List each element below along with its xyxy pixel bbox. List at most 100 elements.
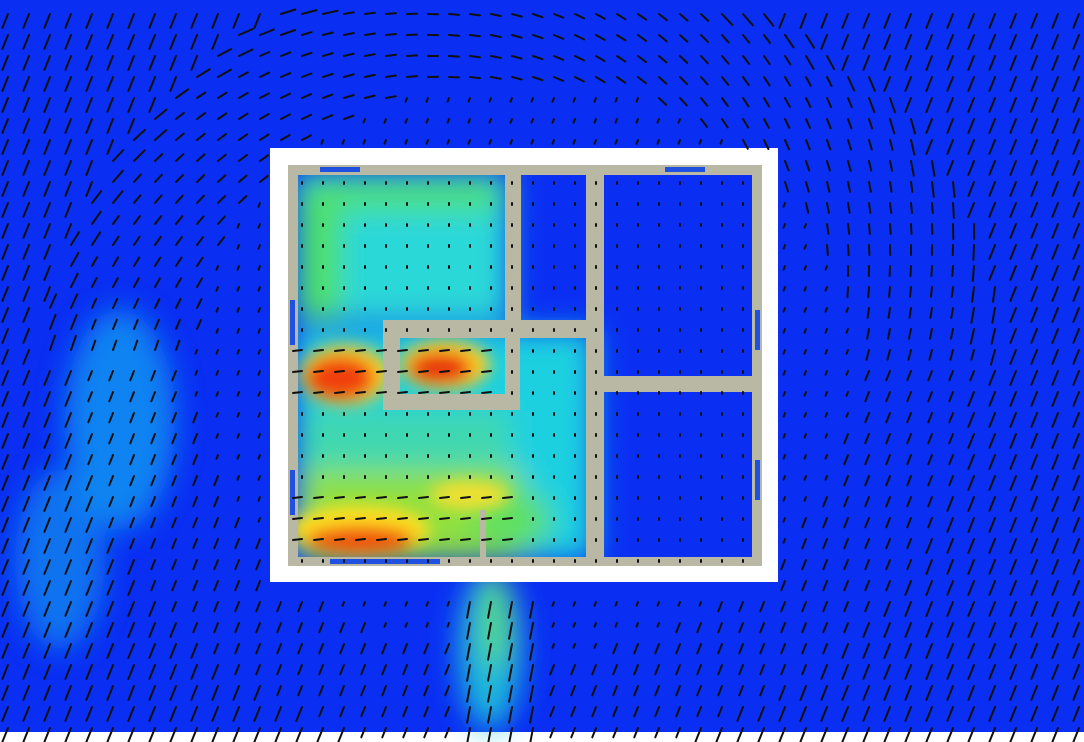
vector	[343, 52, 355, 57]
vector	[1, 265, 9, 281]
vector	[127, 601, 135, 617]
vector	[175, 318, 181, 330]
vector	[593, 97, 597, 103]
vector	[1051, 34, 1059, 50]
vector	[280, 92, 291, 99]
vector	[967, 496, 975, 512]
vector	[85, 13, 93, 29]
vector	[259, 113, 270, 120]
vector	[988, 244, 996, 260]
vector	[782, 496, 786, 502]
vector	[952, 181, 956, 198]
vector	[782, 370, 786, 376]
vector	[211, 664, 219, 680]
vector	[446, 97, 450, 103]
vector	[127, 55, 135, 71]
vector	[192, 496, 198, 508]
vector	[22, 13, 30, 29]
vector	[64, 580, 72, 596]
vector	[192, 433, 198, 445]
vector	[402, 685, 408, 697]
vector	[782, 433, 786, 439]
vector	[70, 314, 78, 330]
vector	[175, 88, 190, 99]
vector	[466, 643, 471, 661]
vector	[64, 454, 72, 470]
vector	[551, 643, 555, 649]
vector	[381, 664, 387, 676]
vector	[886, 349, 891, 361]
vector	[43, 433, 51, 449]
vector	[967, 412, 975, 428]
vector	[22, 349, 30, 365]
vector	[946, 685, 954, 701]
vector	[234, 517, 240, 529]
vector	[721, 13, 734, 26]
vector	[841, 727, 849, 742]
vector	[967, 727, 975, 742]
vector	[85, 160, 93, 176]
vector	[574, 76, 585, 83]
vector	[1030, 55, 1038, 71]
vector	[679, 97, 688, 107]
vector	[301, 93, 313, 99]
vector	[925, 664, 933, 680]
vector	[133, 149, 146, 162]
vector	[22, 181, 30, 197]
vector	[988, 181, 996, 197]
vector	[301, 9, 318, 15]
vector	[988, 517, 996, 533]
vector	[64, 496, 72, 512]
vector	[196, 298, 203, 309]
wall	[383, 320, 595, 338]
vector	[87, 391, 93, 403]
vector	[904, 34, 912, 50]
vector	[444, 664, 450, 676]
vector	[784, 55, 792, 66]
vector	[1051, 181, 1059, 197]
vector	[946, 97, 954, 113]
vector	[847, 76, 856, 92]
vector	[64, 202, 72, 218]
vector	[883, 727, 891, 742]
vector	[946, 118, 954, 134]
vector	[967, 559, 975, 575]
vector	[196, 236, 205, 246]
vector	[467, 97, 471, 103]
vector	[1072, 580, 1080, 596]
vector	[171, 433, 177, 445]
vector	[129, 391, 135, 403]
vector	[778, 13, 786, 29]
vector	[64, 706, 72, 722]
vector	[824, 265, 828, 271]
vector	[883, 601, 891, 617]
vector	[1051, 664, 1059, 680]
vector	[292, 391, 303, 394]
vector	[988, 643, 996, 659]
vector	[925, 34, 933, 50]
vector	[397, 349, 408, 352]
vector	[1051, 244, 1059, 260]
vector	[274, 706, 282, 722]
vector	[612, 643, 618, 655]
vector	[106, 664, 114, 680]
vector	[334, 370, 345, 373]
vector	[883, 34, 891, 50]
vector	[1009, 454, 1017, 470]
vector	[633, 664, 639, 676]
vector	[64, 517, 72, 533]
vector	[1, 307, 9, 323]
vector	[154, 108, 168, 120]
vector	[192, 559, 198, 571]
vector	[148, 727, 156, 742]
vector	[257, 307, 261, 313]
vector	[803, 349, 807, 355]
vector	[91, 339, 97, 351]
vector	[907, 349, 912, 361]
vector	[824, 349, 828, 355]
vector	[988, 601, 996, 617]
vector	[593, 643, 597, 649]
vector	[487, 727, 492, 742]
vector	[782, 412, 786, 418]
